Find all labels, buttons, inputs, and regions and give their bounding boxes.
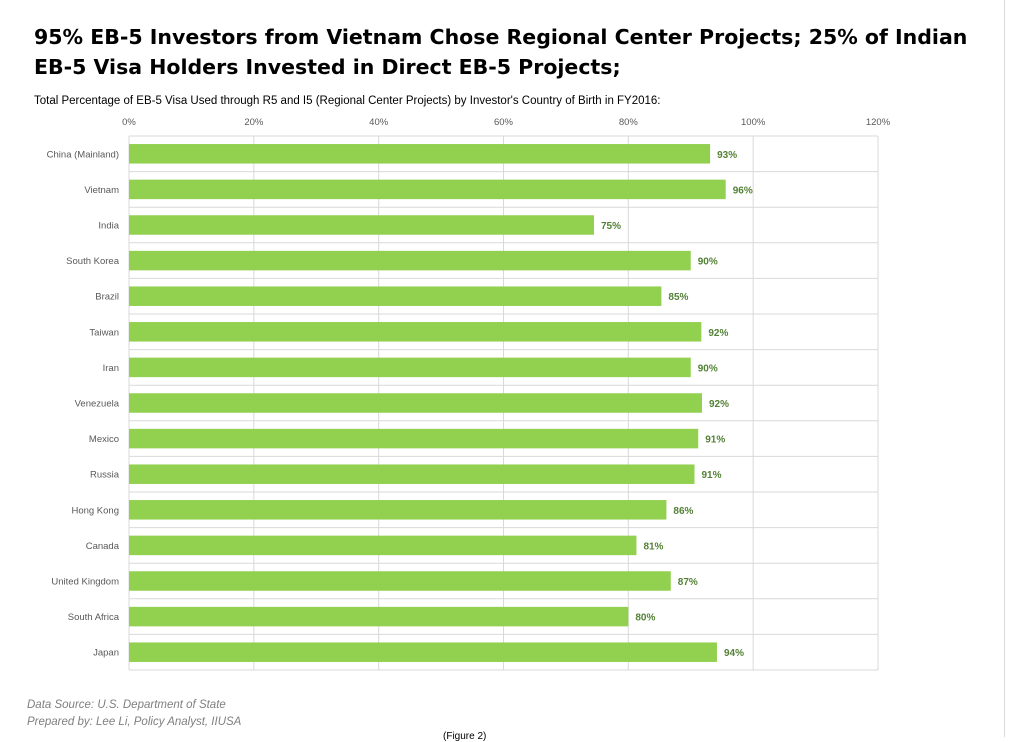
bar	[129, 179, 726, 200]
data-label: 75%	[601, 221, 621, 232]
category-label: United Kingdom	[51, 577, 119, 588]
category-label: Venezuela	[75, 399, 120, 410]
category-label: Brazil	[95, 292, 119, 303]
bar	[129, 500, 667, 520]
bar	[129, 215, 595, 235]
data-label: 90%	[698, 257, 718, 268]
page-border	[1004, 0, 1005, 737]
data-label: 96%	[733, 185, 753, 196]
x-tick-label: 60%	[494, 117, 514, 128]
data-label: 90%	[698, 363, 718, 374]
prepared-by-note: Prepared by: Lee Li, Policy Analyst, IIU…	[27, 716, 242, 728]
data-label: 94%	[724, 648, 744, 659]
category-label: South Korea	[66, 256, 120, 267]
data-label: 93%	[717, 150, 737, 161]
category-label: Vietnam	[84, 185, 119, 196]
data-label: 92%	[709, 399, 729, 410]
data-label: 92%	[708, 328, 728, 339]
category-label: Russia	[90, 470, 120, 481]
data-label: 91%	[705, 435, 725, 446]
category-label: Taiwan	[89, 327, 119, 338]
category-label: Hong Kong	[71, 505, 119, 516]
data-source-note: Data Source: U.S. Department of State	[27, 699, 226, 711]
category-label: Japan	[93, 648, 119, 659]
bar	[129, 428, 699, 449]
page-title: 95% EB-5 Investors from Vietnam Chose Re…	[34, 25, 968, 79]
data-label: 85%	[668, 292, 688, 303]
data-label: 81%	[643, 541, 663, 552]
category-label: South Africa	[68, 612, 120, 623]
data-label: 86%	[673, 506, 693, 517]
data-label: 91%	[701, 470, 721, 481]
category-label: Iran	[103, 363, 119, 374]
bar	[129, 357, 691, 378]
chart-title: Total Percentage of EB-5 Visa Used throu…	[34, 95, 661, 107]
x-tick-label: 100%	[741, 117, 766, 128]
data-label: 87%	[678, 577, 698, 588]
category-label: Canada	[86, 541, 120, 552]
bar	[129, 571, 671, 591]
x-tick-label: 120%	[866, 117, 891, 128]
x-tick-label: 20%	[244, 117, 264, 128]
bar	[129, 535, 637, 556]
bar	[129, 642, 717, 662]
x-tick-label: 40%	[369, 117, 389, 128]
bar	[129, 322, 702, 342]
x-tick-label: 0%	[122, 117, 136, 128]
bar	[129, 464, 695, 484]
category-label: China (Mainland)	[47, 149, 119, 160]
x-tick-label: 80%	[619, 117, 639, 128]
bar	[129, 606, 629, 627]
data-label: 80%	[635, 613, 655, 624]
bar	[129, 393, 702, 413]
bar	[129, 144, 711, 164]
category-label: Mexico	[89, 434, 119, 445]
bar	[129, 286, 662, 306]
category-label: India	[98, 221, 119, 232]
bar	[129, 250, 691, 271]
